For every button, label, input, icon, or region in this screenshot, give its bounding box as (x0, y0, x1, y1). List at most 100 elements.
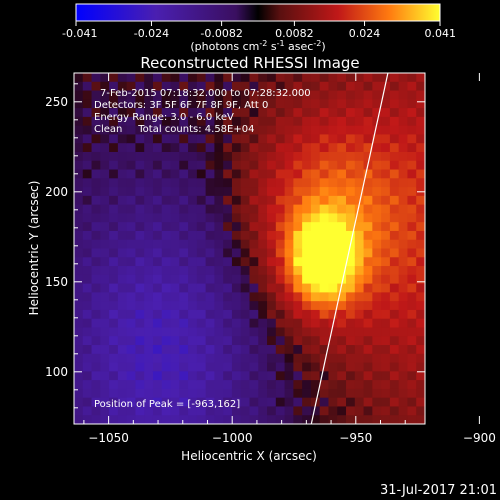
heatmap-pixel (117, 292, 128, 302)
heatmap-pixel (275, 406, 286, 416)
heatmap-pixel (91, 274, 101, 285)
heatmap-pixel (389, 108, 400, 118)
heatmap-pixel (100, 327, 110, 337)
heatmap-pixel (91, 248, 101, 258)
heatmap-pixel (117, 353, 128, 364)
heatmap-pixel (275, 134, 286, 144)
heatmap-pixel (319, 187, 330, 197)
heatmap-pixel (117, 99, 128, 109)
heatmap-pixel (328, 266, 338, 276)
heatmap-pixel (337, 248, 347, 258)
heatmap-pixel (310, 336, 321, 346)
heatmap-pixel (258, 81, 268, 92)
y-tick-label: 250 (45, 95, 68, 109)
heatmap-pixel (100, 345, 110, 355)
heatmap-pixel (328, 213, 338, 223)
heatmap-pixel (223, 239, 233, 250)
heatmap-pixel (214, 266, 224, 276)
heatmap-pixel (231, 380, 242, 390)
heatmap-pixel (74, 406, 84, 416)
heatmap-pixel (196, 318, 207, 329)
heatmap-pixel (223, 125, 233, 136)
heatmap-pixel (310, 178, 321, 188)
heatmap-pixel (275, 125, 286, 136)
heatmap-pixel (381, 108, 391, 118)
heatmap-pixel (249, 353, 259, 364)
heatmap-pixel (126, 213, 137, 223)
heatmap-pixel (249, 301, 259, 311)
heatmap-pixel (144, 239, 154, 250)
heatmap-pixel (328, 388, 338, 399)
heatmap-pixel (363, 345, 373, 355)
heatmap-pixel (91, 371, 101, 381)
heatmap-pixel (398, 195, 409, 206)
heatmap-pixel (258, 318, 268, 329)
heatmap-pixel (179, 318, 189, 329)
heatmap-pixel (337, 415, 347, 424)
heatmap-pixel (117, 397, 128, 408)
heatmap-pixel (328, 362, 338, 372)
heatmap-pixel (117, 213, 128, 223)
heatmap-pixel (223, 187, 233, 197)
heatmap-pixel (74, 151, 84, 162)
heatmap-pixel (214, 318, 224, 329)
heatmap-pixel (381, 195, 391, 206)
heatmap-pixel (407, 134, 417, 144)
heatmap-pixel (258, 301, 268, 311)
heatmap-pixel (231, 222, 242, 232)
heatmap-pixel (372, 362, 382, 372)
heatmap-pixel (91, 169, 101, 179)
heatmap-pixel (372, 178, 382, 188)
heatmap-pixel (407, 380, 417, 390)
heatmap-pixel (416, 336, 425, 346)
heatmap-pixel (389, 195, 400, 206)
heatmap-pixel (100, 406, 110, 416)
heatmap-pixel (389, 336, 400, 346)
heatmap-pixel (407, 116, 417, 127)
heatmap-pixel (214, 204, 224, 214)
heatmap-pixel (144, 274, 154, 285)
heatmap-pixel (346, 274, 356, 285)
heatmap-pixel (240, 397, 251, 408)
heatmap-pixel (293, 345, 303, 355)
heatmap-pixel (337, 169, 347, 179)
heatmap-pixel (284, 309, 294, 320)
annotation-clean-counts: Clean Total counts: 4.58E+04 (94, 124, 254, 135)
heatmap-pixel (354, 73, 365, 83)
heatmap-pixel (109, 266, 119, 276)
heatmap-pixel (144, 327, 154, 337)
heatmap-pixel (100, 301, 110, 311)
heatmap-pixel (284, 266, 294, 276)
heatmap-pixel (214, 371, 224, 381)
heatmap-pixel (363, 73, 373, 83)
heatmap-pixel (91, 213, 101, 223)
heatmap-pixel (205, 397, 215, 408)
heatmap-pixel (328, 73, 338, 83)
heatmap-pixel (135, 388, 145, 399)
heatmap-pixel (170, 134, 180, 144)
heatmap-pixel (144, 160, 154, 171)
heatmap-pixel (337, 151, 347, 162)
heatmap-pixel (126, 388, 137, 399)
heatmap-pixel (179, 90, 189, 100)
heatmap-pixel (337, 230, 347, 241)
heatmap-pixel (100, 274, 110, 285)
heatmap-pixel (152, 318, 163, 329)
heatmap-pixel (398, 151, 409, 162)
heatmap-pixel (117, 380, 128, 390)
heatmap-pixel (74, 222, 84, 232)
heatmap-pixel (389, 266, 400, 276)
heatmap-pixel (275, 239, 286, 250)
heatmap-pixel (310, 257, 321, 267)
heatmap-pixel (372, 292, 382, 302)
heatmap-pixel (223, 336, 233, 346)
heatmap-pixel (179, 134, 189, 144)
heatmap-pixel (144, 301, 154, 311)
heatmap-pixel (363, 99, 373, 109)
heatmap-pixel (240, 336, 251, 346)
heatmap-pixel (328, 336, 338, 346)
heatmap-pixel (91, 143, 101, 153)
heatmap-pixel (205, 388, 215, 399)
heatmap-pixel (231, 318, 242, 329)
